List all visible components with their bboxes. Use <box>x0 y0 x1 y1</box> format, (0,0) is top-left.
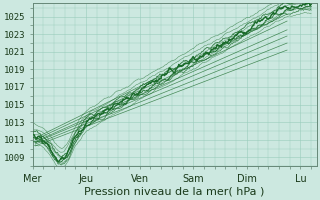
X-axis label: Pression niveau de la mer( hPa ): Pression niveau de la mer( hPa ) <box>84 187 265 197</box>
